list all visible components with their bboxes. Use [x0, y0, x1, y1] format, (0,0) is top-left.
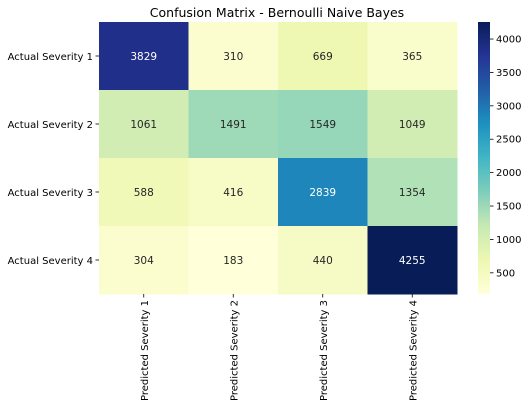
cell-value: 3829 — [130, 51, 157, 63]
heatmap-cells — [99, 22, 458, 295]
heatmap-cell — [99, 22, 189, 91]
heatmap-cell — [367, 90, 458, 159]
heatmap-cell — [188, 226, 279, 295]
heatmap-cell — [367, 22, 458, 91]
cell-value: 365 — [402, 51, 422, 63]
y-tick-label: Actual Severity 3 — [8, 188, 93, 199]
colorbar — [478, 22, 490, 294]
x-tick-label: Predicted Severity 1 — [140, 300, 151, 401]
colorbar-tick-label: 1000 — [496, 235, 521, 246]
cell-value: 1049 — [399, 119, 426, 131]
x-tick-label: Predicted Severity 2 — [229, 300, 240, 401]
chart-title: Confusion Matrix - Bernoulli Naive Bayes — [150, 5, 404, 20]
cell-value: 4255 — [399, 255, 426, 267]
cell-value: 2839 — [309, 187, 336, 199]
colorbar-tick-label: 2000 — [496, 168, 521, 179]
heatmap-cell — [188, 90, 279, 159]
cell-value: 183 — [223, 255, 243, 267]
cell-annotations: 3829 310 669 365 1061 1491 1549 1049 588 416 2839 1… — [130, 51, 426, 267]
heatmap-cell — [99, 158, 189, 227]
colorbar-tick-label: 4000 — [496, 35, 521, 46]
colorbar-ticks: 500 1000 1500 2000 2500 3000 3500 4000 — [490, 35, 521, 279]
colorbar-tick-label: 500 — [496, 268, 515, 279]
cell-value: 588 — [134, 187, 154, 199]
cell-value: 310 — [223, 51, 243, 63]
cell-value: 1061 — [130, 119, 157, 131]
heatmap-cell — [278, 226, 368, 295]
heatmap-cell — [367, 226, 458, 295]
cell-value: 440 — [313, 255, 333, 267]
cell-value: 304 — [134, 255, 154, 267]
colorbar-tick-label: 3000 — [496, 101, 521, 112]
y-tick-label: Actual Severity 4 — [8, 256, 93, 267]
heatmap-cell — [278, 22, 368, 91]
cell-value: 1491 — [220, 119, 247, 131]
heatmap-cell — [188, 158, 279, 227]
heatmap-cell — [99, 90, 189, 159]
heatmap-cell — [188, 22, 279, 91]
colorbar-tick-label: 2500 — [496, 135, 521, 146]
x-tick-labels: Predicted Severity 1 Predicted Severity 2… — [140, 294, 419, 401]
x-tick-label: Predicted Severity 4 — [408, 300, 419, 401]
heatmap-cell — [367, 158, 458, 227]
cell-value: 416 — [223, 187, 243, 199]
x-tick-label: Predicted Severity 3 — [319, 300, 330, 401]
cell-value: 1354 — [399, 187, 426, 199]
cell-value: 1549 — [309, 119, 336, 131]
colorbar-tick-label: 3500 — [496, 68, 521, 79]
cell-value: 669 — [313, 51, 333, 63]
heatmap-cell — [99, 226, 189, 295]
y-tick-label: Actual Severity 2 — [8, 120, 93, 131]
y-tick-label: Actual Severity 1 — [8, 52, 93, 63]
y-tick-labels: Actual Severity 1 Actual Severity 2 Actual… — [8, 52, 99, 267]
heatmap-cell — [278, 90, 368, 159]
heatmap-cell — [278, 158, 368, 227]
colorbar-tick-label: 1500 — [496, 202, 521, 213]
